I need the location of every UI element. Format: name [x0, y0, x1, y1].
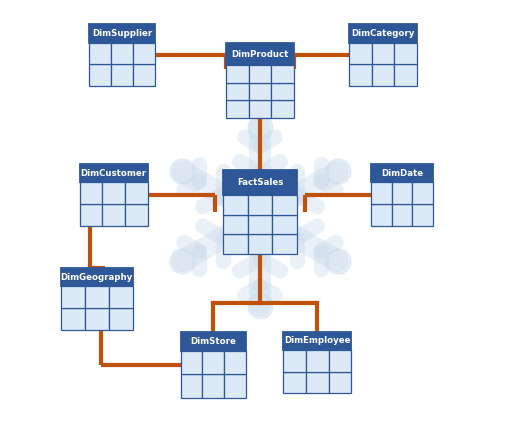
Bar [111, 64, 133, 86]
Bar [111, 42, 133, 64]
Bar [272, 215, 297, 234]
Bar [133, 42, 155, 64]
Bar [226, 65, 249, 83]
Bar [202, 351, 224, 374]
Bar [223, 234, 248, 254]
Bar [102, 204, 125, 226]
Text: DimStore: DimStore [190, 337, 236, 346]
Bar [125, 182, 148, 204]
Bar [372, 64, 394, 86]
Bar [226, 83, 249, 100]
Bar [394, 42, 417, 64]
Bar [392, 182, 412, 204]
Bar [61, 308, 85, 330]
Bar [329, 371, 351, 393]
Bar [248, 215, 272, 234]
Text: DimSupplier: DimSupplier [92, 29, 152, 38]
Bar [271, 65, 294, 83]
Bar [102, 182, 125, 204]
Bar [283, 332, 351, 350]
Bar [223, 170, 297, 195]
Text: DimGeography: DimGeography [61, 273, 133, 282]
Bar [80, 165, 148, 182]
Bar [271, 100, 294, 117]
Bar [249, 100, 271, 117]
Bar [394, 64, 417, 86]
Bar [85, 286, 109, 308]
Text: DimEmployee: DimEmployee [284, 336, 350, 346]
Bar [306, 371, 329, 393]
Bar [89, 24, 155, 42]
Bar [371, 182, 392, 204]
Bar [283, 371, 306, 393]
Bar [224, 374, 246, 398]
Bar [89, 42, 111, 64]
Bar [61, 268, 133, 286]
Bar [412, 204, 433, 226]
Bar [371, 204, 392, 226]
Bar [85, 308, 109, 330]
Bar [61, 286, 85, 308]
Bar [180, 332, 246, 351]
Bar [248, 234, 272, 254]
Bar [249, 83, 271, 100]
Bar [224, 351, 246, 374]
Bar [109, 308, 133, 330]
Bar [349, 64, 372, 86]
Bar [80, 182, 102, 204]
Bar [125, 204, 148, 226]
Bar [180, 351, 202, 374]
Bar [80, 204, 102, 226]
Bar [248, 195, 272, 215]
Bar [349, 42, 372, 64]
Bar [226, 44, 294, 65]
Bar [272, 234, 297, 254]
Text: DimDate: DimDate [381, 169, 423, 178]
Bar [109, 286, 133, 308]
Bar [89, 64, 111, 86]
Text: DimCustomer: DimCustomer [81, 169, 147, 178]
Bar [349, 24, 417, 42]
Bar [226, 100, 249, 117]
Bar [329, 350, 351, 371]
Bar [223, 195, 248, 215]
Bar [412, 182, 433, 204]
Bar [249, 65, 271, 83]
Text: FactSales: FactSales [237, 178, 283, 187]
Bar [372, 42, 394, 64]
Text: DimProduct: DimProduct [231, 50, 289, 59]
Bar [371, 165, 433, 182]
Bar [283, 350, 306, 371]
Bar [272, 195, 297, 215]
Bar [180, 374, 202, 398]
Bar [202, 374, 224, 398]
Bar [223, 215, 248, 234]
Bar [133, 64, 155, 86]
Bar [392, 204, 412, 226]
Bar [306, 350, 329, 371]
Bar [271, 83, 294, 100]
Text: DimCategory: DimCategory [352, 29, 414, 38]
